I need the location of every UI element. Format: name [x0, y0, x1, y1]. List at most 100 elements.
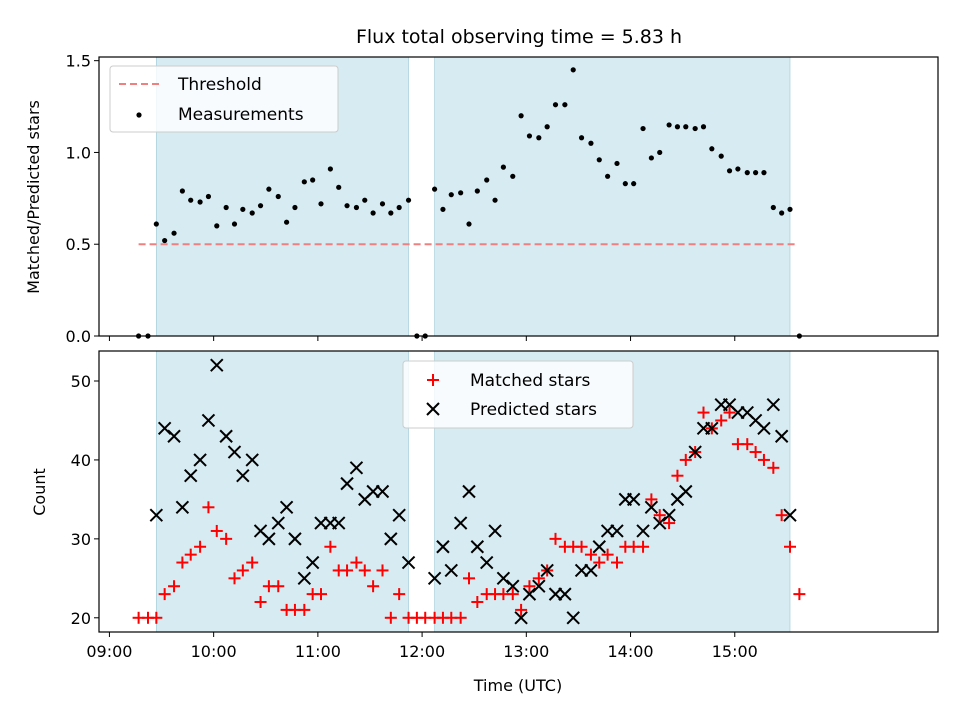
- matched-star-point: [584, 548, 597, 561]
- predicted-star-point: [558, 587, 572, 601]
- measurement-point: [779, 210, 785, 216]
- measurement-point: [223, 204, 229, 211]
- predicted-star-point: [522, 587, 537, 601]
- predicted-star-point: [453, 516, 468, 530]
- matched-star-point: [341, 564, 354, 577]
- matched-star-point: [523, 580, 536, 593]
- predicted-star-point: [662, 508, 676, 522]
- measurement-point: [231, 221, 238, 227]
- matched-star-point: [384, 611, 397, 624]
- measurement-point: [562, 102, 568, 108]
- matched-star-point: [757, 453, 770, 466]
- measurement-point: [362, 197, 368, 203]
- predicted-star-point: [227, 445, 242, 459]
- measurement-point: [179, 188, 185, 194]
- predicted-star-point: [332, 516, 346, 530]
- measurement-point: [388, 210, 394, 216]
- bottom-observing-window-0: [156, 350, 409, 633]
- matched-star-point: [653, 509, 666, 522]
- measurement-point: [162, 237, 168, 244]
- predicted-star-point: [506, 579, 520, 593]
- matched-star-point: [254, 596, 267, 609]
- y-tick-label: 1.0: [66, 143, 91, 162]
- matched-star-point: [532, 572, 545, 585]
- predicted-star-point: [340, 476, 354, 491]
- predicted-star-point: [757, 421, 771, 436]
- predicted-star-point: [384, 532, 398, 546]
- matched-star-point: [202, 501, 215, 514]
- measurement-point: [327, 166, 333, 172]
- predicted-star-point: [201, 413, 216, 428]
- measurement-point: [353, 204, 360, 211]
- predicted-star-point: [193, 453, 207, 467]
- matched-star-point: [793, 588, 806, 601]
- chart-title: Flux total observing time = 5.83 h: [356, 26, 682, 48]
- predicted-star-point: [688, 445, 702, 459]
- matched-star-point: [593, 556, 606, 569]
- measurement-point: [692, 125, 698, 132]
- predicted-star-point: [626, 492, 641, 507]
- matched-star-point: [671, 469, 684, 482]
- bottom-plot-area: [132, 358, 806, 625]
- measurement-point: [379, 201, 386, 207]
- matched-star-point: [393, 588, 406, 601]
- predicted-star-point: [157, 421, 172, 436]
- matched-star-point: [775, 509, 788, 522]
- legend-measurements-label: Measurements: [178, 105, 304, 125]
- top-y-axis-label: Matched/Predicted stars: [24, 100, 43, 294]
- predicted-star-point: [167, 429, 181, 443]
- predicted-star-point: [427, 571, 442, 586]
- matched-star-point: [158, 588, 171, 601]
- predicted-star-point: [219, 429, 233, 443]
- measurement-point: [240, 206, 246, 212]
- predicted-star-point: [444, 563, 458, 578]
- predicted-star-point: [305, 555, 320, 570]
- y-tick-label: 0.0: [66, 327, 91, 346]
- measurement-point: [631, 181, 637, 187]
- measurement-point: [249, 210, 255, 216]
- matched-star-point: [236, 564, 249, 577]
- matched-star-point: [168, 580, 181, 593]
- matched-star-point: [184, 548, 197, 561]
- measurement-point: [787, 206, 793, 212]
- top-legend: Threshold Measurements: [109, 65, 339, 133]
- bottom-legend: Matched stars Predicted stars: [402, 360, 634, 429]
- predicted-star-point: [288, 532, 302, 546]
- predicted-star-point: [644, 500, 659, 514]
- bottom-y-axis: 20 30 40 50: [71, 372, 99, 628]
- matched-star-point: [715, 414, 728, 427]
- measurement-point: [205, 193, 212, 200]
- y-tick-label: 30: [71, 530, 91, 549]
- top-panel: 0.0 0.5 1.0 1.5 Matched/Predicted stars Thr…: [24, 52, 939, 346]
- measurement-point: [284, 219, 290, 225]
- matched-star-point: [601, 548, 614, 561]
- measurement-point: [474, 188, 480, 194]
- measurement-point: [544, 124, 550, 130]
- matched-star-point: [515, 603, 528, 616]
- measurement-point: [526, 133, 533, 139]
- top-legend-box: [109, 65, 339, 133]
- predicted-star-point: [271, 516, 285, 530]
- predicted-star-point: [149, 508, 164, 522]
- matched-star-point: [741, 438, 754, 451]
- matched-star-point: [645, 493, 658, 506]
- measurement-point: [153, 221, 159, 227]
- measurement-point: [744, 170, 750, 176]
- matched-star-point: [220, 532, 233, 545]
- measurement-point: [605, 173, 611, 179]
- measurement-point: [657, 149, 663, 156]
- measurement-point: [648, 155, 654, 161]
- predicted-star-point: [488, 524, 502, 538]
- bottom-legend-box: [402, 360, 634, 429]
- predicted-star-point: [783, 508, 797, 522]
- matched-star-point: [454, 611, 467, 624]
- measurement-point: [484, 177, 490, 183]
- y-tick-label: 0.5: [66, 235, 91, 254]
- measurement-point: [709, 146, 715, 152]
- predicted-star-point: [210, 358, 224, 372]
- predicted-star-point: [436, 540, 450, 554]
- predicted-star-point: [245, 453, 259, 467]
- measurement-point: [726, 168, 733, 174]
- predicted-star-point: [470, 540, 485, 554]
